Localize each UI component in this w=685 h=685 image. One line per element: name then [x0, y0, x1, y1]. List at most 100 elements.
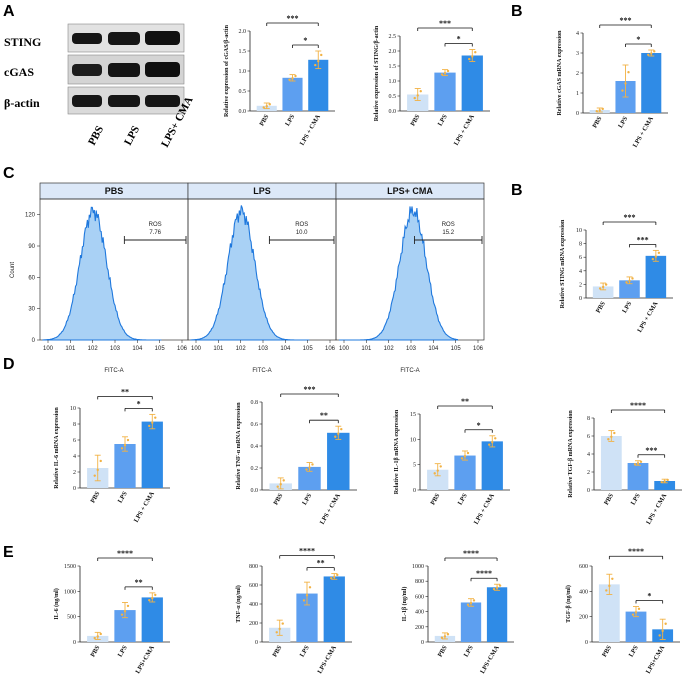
significance-label: **** [299, 547, 315, 556]
bar-1 [298, 466, 321, 490]
flow-cytometry: Count 0 30 60 90 120 PBS ROS 7.76 100 101 102 103 104… [10, 182, 485, 374]
bar-1 [460, 602, 482, 642]
y-tick-label: 0 [585, 640, 588, 646]
data-dot [624, 82, 627, 85]
x-tick-label: PBS [409, 113, 421, 127]
x-tick-label: PBS [89, 644, 101, 658]
blot-band [145, 31, 180, 45]
data-dot [443, 635, 447, 638]
blot-band [108, 32, 140, 45]
data-dot [474, 51, 477, 54]
y-tick-label: 5 [413, 463, 416, 469]
data-dot [93, 474, 96, 477]
data-dot [607, 438, 610, 441]
data-dot [625, 281, 628, 284]
data-dot [598, 109, 601, 112]
y-tick-label: 0 [579, 296, 582, 302]
data-dot [337, 432, 340, 435]
y-tick-label: 1500 [64, 564, 76, 570]
x-tick-label: LPS [299, 644, 311, 658]
flow-xtick-label: 102 [384, 346, 395, 352]
data-dot [660, 480, 663, 484]
data-dot [440, 73, 444, 76]
x-tick-label: LPS+CMA [645, 644, 667, 675]
x-tick-label: LPS + CMA [645, 492, 668, 526]
data-dot [439, 465, 442, 468]
data-dot [320, 53, 323, 57]
data-dot [621, 89, 624, 92]
panel-label-e: E [3, 544, 14, 561]
y-tick-label: 8 [587, 416, 590, 422]
data-dot [631, 613, 635, 616]
panel-label-b-top: B [511, 3, 523, 20]
y-tick-label: 1.5 [389, 64, 397, 70]
flow-gate-label: ROS [442, 222, 455, 228]
data-dot [262, 106, 265, 109]
y-tick-label: 0 [587, 488, 590, 494]
y-tick-label: 600 [415, 594, 424, 600]
flow-ytick-label: 30 [28, 307, 35, 313]
blot-band [108, 95, 140, 107]
y-tick-label: 500 [67, 615, 76, 621]
data-dot [317, 59, 320, 63]
y-tick-label: 10 [410, 437, 416, 443]
x-tick-label: LPS [463, 644, 475, 658]
bar-0 [592, 286, 614, 298]
x-tick-label: LPS + CMA [636, 300, 659, 334]
flow-xtick-label: 101 [65, 346, 76, 352]
y-tick-label: 800 [415, 579, 424, 585]
data-dot [288, 78, 291, 81]
flow-ytick-label: 120 [25, 213, 36, 219]
data-dot [653, 50, 656, 53]
data-dot [413, 96, 416, 100]
flow-xtick-label: 103 [258, 346, 269, 352]
y-tick-label: 1000 [64, 589, 76, 595]
x-tick-label: LPS + CMA [453, 113, 476, 147]
data-dot [333, 575, 336, 579]
y-tick-label: 200 [415, 625, 424, 631]
x-tick-label: PBS [601, 644, 613, 658]
bar-1 [454, 455, 476, 490]
y-axis-label: TGF-β (ng/ml) [565, 585, 572, 623]
flow-histogram [190, 205, 310, 341]
flow-xtick-label: 105 [303, 346, 314, 352]
bar-0 [407, 94, 429, 111]
data-dot [99, 632, 102, 636]
y-axis-label: Relative expression of STING/β-actin [374, 25, 380, 121]
y-tick-label: 0 [421, 640, 424, 646]
data-dot [494, 437, 497, 440]
y-tick-label: 4 [73, 454, 76, 460]
flow-gate-value: 15.2 [442, 230, 454, 236]
data-dot [151, 596, 154, 600]
data-dot [492, 587, 496, 591]
y-tick-label: 0.0 [389, 109, 397, 115]
y-tick-label: 200 [579, 615, 588, 621]
y-tick-label: 2 [587, 470, 590, 476]
blot-band [145, 95, 180, 107]
data-dot [639, 460, 643, 463]
data-dot [466, 451, 470, 455]
chart-B_sting: 0 2 4 6 8 10 Relative STING mRNA expression PBS… [560, 213, 673, 334]
data-dot [595, 110, 598, 113]
significance-label: * [303, 36, 307, 45]
data-dot [636, 462, 640, 465]
data-dot [650, 52, 653, 55]
chart-D_tnf: 0.0 0.2 0.4 0.6 0.8 Relative TNF-α mRNA expre… [236, 385, 357, 526]
y-tick-label: 400 [579, 589, 588, 595]
flow-xtick-label: 102 [236, 346, 247, 352]
x-tick-label: PBS [89, 490, 101, 504]
x-tick-label: PBS [437, 644, 449, 658]
x-tick-label: LPS [437, 113, 449, 127]
data-dot [419, 90, 422, 93]
flow-gate-label: ROS [295, 222, 308, 228]
data-dot [604, 283, 608, 286]
data-dot [471, 55, 474, 58]
y-axis-label: IL-6 (ng/ml) [53, 588, 60, 620]
y-tick-label: 15 [410, 412, 416, 418]
flow-xtick-label: 101 [361, 346, 372, 352]
data-dot [123, 610, 127, 613]
bar-0 [598, 584, 620, 642]
